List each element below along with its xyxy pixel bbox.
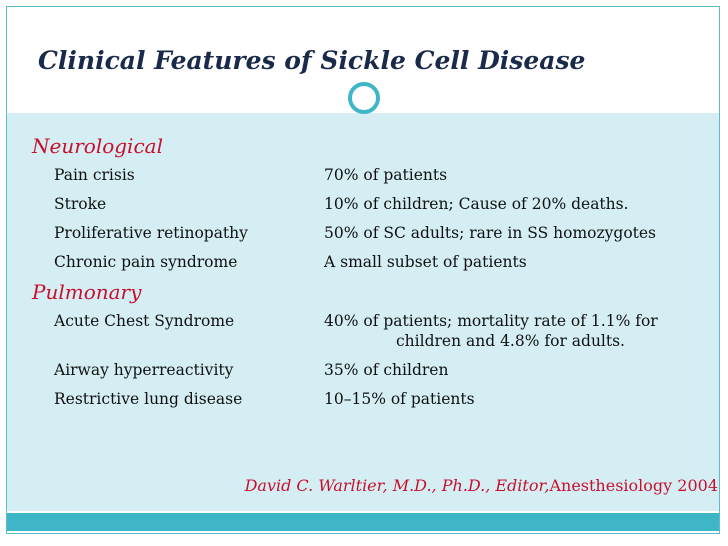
feature-detail: 50% of SC adults; rare in SS homozygotes — [324, 219, 722, 248]
slide-title: Clinical Features of Sickle Cell Disease — [38, 46, 586, 75]
feature-row: Proliferative retinopathy 50% of SC adult… — [32, 219, 722, 248]
feature-name: Airway hyperreactivity — [54, 361, 234, 379]
feature-name: Proliferative retinopathy — [54, 224, 248, 242]
detail-line: children and 4.8% for adults. — [396, 332, 625, 350]
feature-name: Restrictive lung disease — [54, 390, 243, 408]
feature-detail: A small subset of patients — [324, 248, 722, 277]
feature-row: Pain crisis 70% of patients — [32, 161, 722, 190]
content-band — [7, 113, 719, 511]
citation-author: David C. Warltier, M.D., Ph.D., Editor, — [244, 476, 550, 495]
frame — [6, 6, 720, 534]
detail-line: 40% of patients; mortality rate of 1.1% … — [324, 312, 658, 330]
feature-detail: 10–15% of patients — [324, 385, 722, 414]
title-ornament — [348, 82, 380, 114]
detail-line: 70% of patients — [324, 166, 448, 184]
detail-line: 10% of children; Cause of 20% deaths. — [324, 195, 629, 213]
feature-row: Acute Chest Syndrome 40% of patients; mor… — [32, 307, 722, 356]
feature-row: Airway hyperreactivity 35% of children — [32, 356, 722, 385]
feature-row: Stroke 10% of children; Cause of 20% deat… — [32, 190, 722, 219]
section-heading: Neurological — [32, 134, 163, 158]
citation-source: Anesthesiology 2004 — [549, 476, 718, 495]
feature-detail: 40% of patients; mortality rate of 1.1% … — [324, 307, 722, 356]
feature-row: Chronic pain syndrome A small subset of p… — [32, 248, 722, 277]
detail-line: A small subset of patients — [324, 253, 527, 271]
detail-line: 35% of children — [324, 361, 449, 379]
section-heading: Pulmonary — [32, 280, 142, 304]
bottom-bar — [7, 513, 719, 531]
feature-detail: 10% of children; Cause of 20% deaths. — [324, 190, 722, 219]
feature-name: Stroke — [54, 195, 107, 213]
feature-name: Pain crisis — [54, 166, 135, 184]
feature-detail: 70% of patients — [324, 161, 722, 190]
citation: David C. Warltier, M.D., Ph.D., Editor,A… — [245, 476, 718, 495]
feature-row: Restrictive lung disease 10–15% of patien… — [32, 385, 722, 414]
feature-name: Acute Chest Syndrome — [54, 312, 235, 330]
feature-list: Neurological Pain crisis 70% of patients St… — [32, 131, 722, 414]
feature-name: Chronic pain syndrome — [54, 253, 238, 271]
feature-detail: 35% of children — [324, 356, 722, 385]
detail-line: 50% of SC adults; rare in SS homozygotes — [324, 224, 657, 242]
detail-line: 10–15% of patients — [324, 390, 475, 408]
